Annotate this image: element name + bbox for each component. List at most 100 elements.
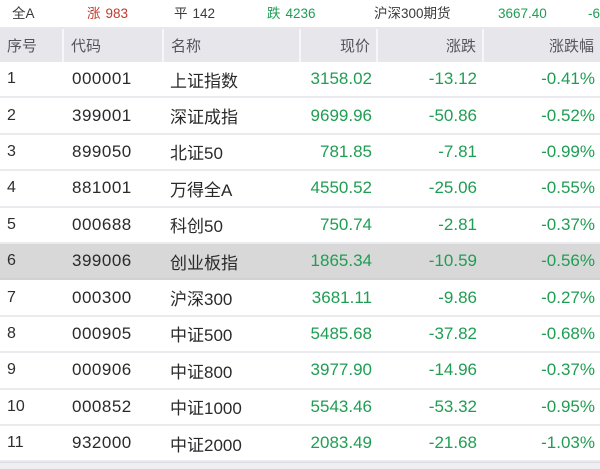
table-row[interactable]: 4 881001 万得全A 4550.52 -25.06 -0.55%: [0, 171, 600, 208]
cell-code: 000906: [72, 360, 132, 380]
cell-price: 9699.96: [310, 105, 372, 125]
cell-code: 000688: [72, 214, 132, 234]
cell-pct-change: -0.52%: [541, 105, 595, 125]
advancers-stat: 涨 983: [87, 5, 128, 22]
advancers-label: 涨: [87, 6, 101, 21]
cell-name: 北证50: [170, 144, 223, 164]
cell-price: 750.74: [320, 214, 372, 234]
cell-name: 中证2000: [170, 435, 242, 455]
cell-change: -50.86: [428, 105, 477, 125]
table-row[interactable]: 3 899050 北证50 781.85 -7.81 -0.99%: [0, 134, 600, 172]
cell-change: -2.81: [438, 214, 477, 234]
cell-serial: 6: [7, 252, 16, 270]
cell-change: -25.06: [428, 178, 477, 198]
market-scope-selector[interactable]: 全A: [12, 6, 35, 21]
cell-code: 000852: [72, 396, 132, 416]
cell-change: -10.59: [428, 251, 477, 271]
cell-price: 1865.34: [310, 251, 372, 271]
cell-serial: 3: [7, 142, 16, 160]
cell-pct-change: -0.55%: [541, 178, 595, 198]
table-row[interactable]: 7 000300 沪深300 3681.11 -9.86 -0.27%: [0, 280, 600, 317]
table-row[interactable]: 10 000852 中证1000 5543.46 -53.32 -0.95%: [0, 389, 600, 426]
cell-code: 399001: [72, 105, 132, 125]
table-row[interactable]: 9 000906 中证800 3977.90 -14.96 -0.37%: [0, 353, 600, 390]
table-row[interactable]: 5 000688 科创50 750.74 -2.81 -0.37%: [0, 207, 600, 244]
unchanged-count: 142: [192, 6, 216, 21]
cell-price: 2083.49: [310, 433, 372, 453]
cell-serial: 9: [7, 361, 16, 379]
cell-name: 深证成指: [170, 108, 238, 128]
cell-name: 上证指数: [170, 71, 238, 91]
cell-price: 781.85: [320, 141, 372, 161]
cell-name: 中证800: [170, 362, 233, 382]
market-stats-bar: 全A 涨 983 平 142 跌 4236 沪深300期货 3667.40 -6: [0, 0, 600, 29]
cell-code: 899050: [72, 141, 132, 161]
table-row[interactable]: 1 000001 上证指数 3158.02 -13.12 -0.41%: [0, 62, 600, 99]
cell-change: -9.86: [438, 287, 477, 307]
cell-name: 科创50: [170, 217, 223, 237]
cell-price: 3681.11: [311, 287, 372, 307]
cell-price: 5485.68: [310, 323, 372, 343]
cell-pct-change: -0.95%: [541, 396, 595, 416]
cell-name: 万得全A: [170, 180, 233, 200]
futures-change-clipped: -6: [588, 6, 600, 21]
decliners-label: 跌: [267, 6, 281, 21]
cell-change: -21.68: [428, 433, 477, 453]
cell-code: 932000: [72, 433, 132, 453]
cell-serial: 1: [7, 70, 16, 88]
advancers-count: 983: [105, 6, 129, 21]
cell-name: 中证1000: [170, 399, 242, 419]
cell-serial: 4: [7, 179, 16, 197]
cell-price: 3977.90: [310, 360, 372, 380]
cell-serial: 5: [7, 215, 16, 233]
header-change[interactable]: 涨跌: [378, 29, 484, 62]
cell-serial: 7: [7, 288, 16, 306]
cell-name: 中证500: [170, 326, 233, 346]
cell-serial: 11: [7, 434, 24, 452]
header-name[interactable]: 名称: [164, 29, 301, 62]
table-row-selected[interactable]: 6 399006 创业板指 1865.34 -10.59 -0.56%: [0, 243, 600, 281]
cell-pct-change: -0.56%: [541, 251, 595, 271]
cell-pct-change: -0.68%: [541, 323, 595, 343]
cell-serial: 8: [7, 324, 16, 342]
cell-change: -7.81: [438, 141, 477, 161]
unchanged-label: 平: [174, 6, 188, 21]
cell-name: 创业板指: [170, 253, 238, 273]
cell-pct-change: -1.03%: [541, 433, 595, 453]
header-pct-change[interactable]: 涨跌幅: [548, 38, 594, 55]
cell-pct-change: -0.99%: [541, 141, 595, 161]
cell-pct-change: -0.37%: [541, 360, 595, 380]
cell-code: 000300: [72, 287, 132, 307]
cell-change: -13.12: [428, 69, 477, 89]
index-table-body: 1 000001 上证指数 3158.02 -13.12 -0.41% 2 39…: [0, 62, 600, 463]
decliners-count: 4236: [285, 6, 316, 21]
table-row[interactable]: 2 399001 深证成指 9699.96 -50.86 -0.52%: [0, 98, 600, 135]
cell-code: 881001: [72, 178, 132, 198]
cell-change: -14.96: [428, 360, 477, 380]
cell-pct-change: -0.41%: [541, 69, 595, 89]
table-row[interactable]: 11 932000 中证2000 2083.49 -21.68 -1.03%: [0, 425, 600, 463]
header-code[interactable]: 代码: [64, 29, 164, 62]
unchanged-stat: 平 142: [174, 5, 215, 22]
decliners-stat: 跌 4236: [267, 5, 316, 22]
futures-label: 沪深300期货: [374, 6, 451, 21]
cell-code: 399006: [72, 251, 132, 271]
cell-pct-change: -0.27%: [541, 287, 595, 307]
cell-change: -53.32: [428, 396, 477, 416]
cell-change: -37.82: [428, 323, 477, 343]
cell-code: 000905: [72, 323, 132, 343]
header-price[interactable]: 现价: [301, 29, 378, 62]
cell-price: 4550.52: [310, 178, 372, 198]
cell-code: 000001: [72, 69, 132, 89]
cell-price: 5543.46: [310, 396, 372, 416]
futures-price: 3667.40: [498, 6, 547, 21]
index-table-header: 序号 代码 名称 现价 涨跌 涨跌幅: [0, 29, 600, 62]
table-bottom-divider: [0, 462, 600, 469]
cell-serial: 10: [7, 397, 25, 415]
table-row[interactable]: 8 000905 中证500 5485.68 -37.82 -0.68%: [0, 316, 600, 354]
cell-name: 沪深300: [170, 290, 233, 310]
cell-pct-change: -0.37%: [541, 214, 595, 234]
header-serial[interactable]: 序号: [0, 29, 64, 62]
cell-price: 3158.02: [310, 69, 372, 89]
cell-serial: 2: [7, 106, 16, 124]
